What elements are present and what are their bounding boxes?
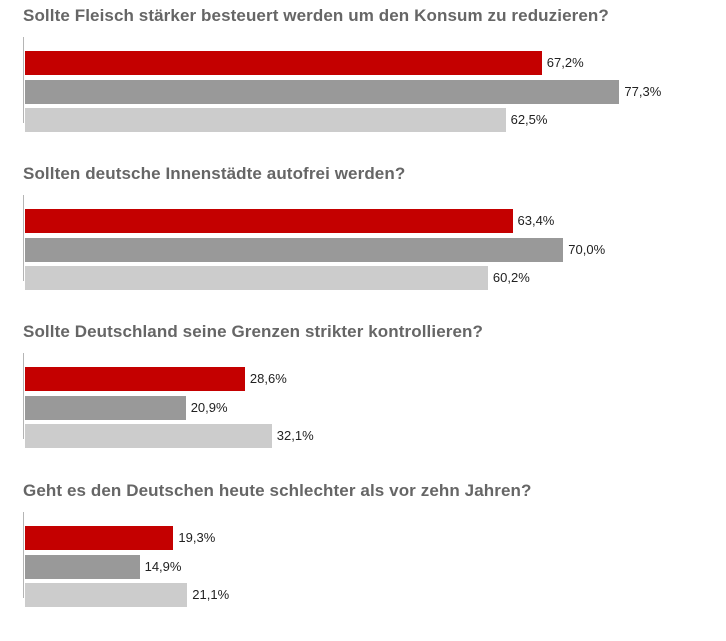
bar xyxy=(25,526,174,550)
bar xyxy=(25,108,506,132)
bar xyxy=(25,555,140,579)
bar xyxy=(25,209,513,233)
axis-line xyxy=(23,195,24,281)
bar-value-label: 62,5% xyxy=(510,112,548,127)
bar-value-label: 63,4% xyxy=(517,213,555,228)
bar-value-label: 28,6% xyxy=(249,371,287,386)
bar xyxy=(25,424,272,448)
bar xyxy=(25,238,564,262)
bar-value-label: 77,3% xyxy=(624,84,662,99)
question-title: Sollten deutsche Innenstädte autofrei we… xyxy=(23,164,406,183)
axis-line xyxy=(23,512,24,598)
bar-value-label: 19,3% xyxy=(178,530,216,545)
bar-plot: 19,3% 14,9% 21,1% xyxy=(23,512,723,607)
bar xyxy=(25,367,245,391)
bar xyxy=(25,266,488,290)
axis-line xyxy=(23,37,24,123)
bar-value-label: 14,9% xyxy=(144,559,182,574)
bar xyxy=(25,396,186,420)
bar-plot: 63,4% 70,0% 60,2% xyxy=(23,195,723,290)
bar-plot: 28,6% 20,9% 32,1% xyxy=(23,353,723,448)
bar-value-label: 32,1% xyxy=(276,428,314,443)
axis-line xyxy=(23,353,24,439)
question-chart: Geht es den Deutschen heute schlechter a… xyxy=(0,481,726,641)
question-chart: Sollte Fleisch stärker besteuert werden … xyxy=(0,6,726,166)
bar-value-label: 67,2% xyxy=(546,55,584,70)
bar xyxy=(25,80,620,104)
question-chart: Sollten deutsche Innenstädte autofrei we… xyxy=(0,164,726,324)
bar xyxy=(25,583,188,607)
bar xyxy=(25,51,542,75)
question-chart: Sollte Deutschland seine Grenzen strikte… xyxy=(0,322,726,482)
bar-value-label: 21,1% xyxy=(192,587,230,602)
question-title: Sollte Fleisch stärker besteuert werden … xyxy=(23,6,609,25)
bar-value-label: 20,9% xyxy=(190,400,228,415)
bar-value-label: 70,0% xyxy=(568,242,606,257)
question-title: Sollte Deutschland seine Grenzen strikte… xyxy=(23,322,483,341)
bar-plot: 67,2% 77,3% 62,5% xyxy=(23,37,723,132)
question-title: Geht es den Deutschen heute schlechter a… xyxy=(23,481,532,500)
bar-value-label: 60,2% xyxy=(492,270,530,285)
